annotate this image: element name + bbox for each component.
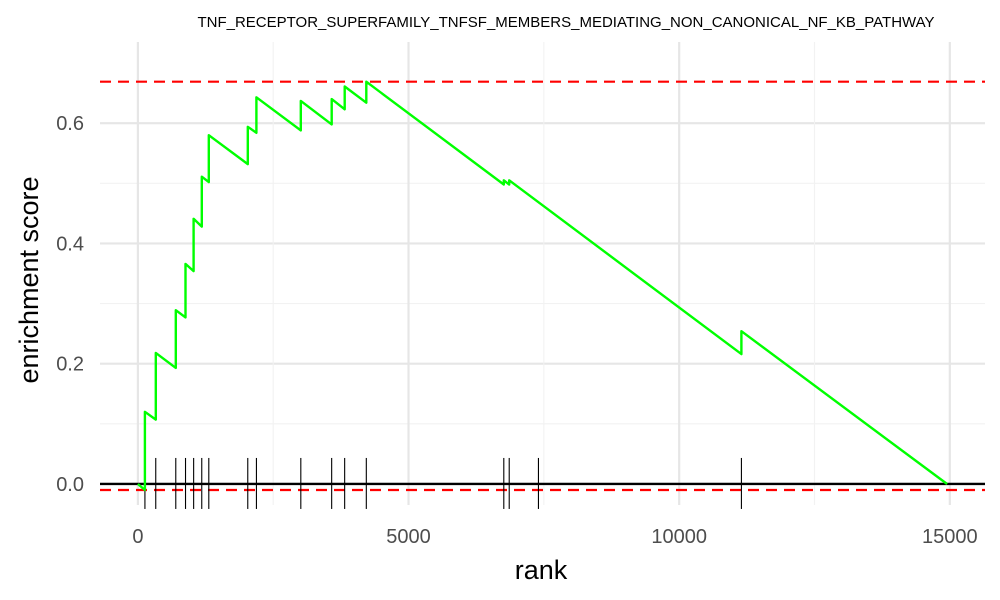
x-tick-label: 15000 xyxy=(922,526,978,548)
grid xyxy=(100,42,985,505)
y-tick-label: 0.6 xyxy=(56,113,84,135)
x-tick-label: 5000 xyxy=(386,526,431,548)
chart-title: TNF_RECEPTOR_SUPERFAMILY_TNFSF_MEMBERS_M… xyxy=(197,14,934,31)
enrichment-score-line xyxy=(137,80,948,492)
y-axis: 0.0 0.2 0.4 0.6 xyxy=(56,113,84,496)
x-axis: 0 5000 10000 15000 xyxy=(132,526,977,548)
x-tick-label: 0 xyxy=(132,526,143,548)
reference-lines xyxy=(100,80,985,492)
y-axis-title: enrichment score xyxy=(14,176,44,383)
x-axis-title: rank xyxy=(515,555,568,585)
y-tick-label: 0.0 xyxy=(56,474,84,496)
series-layer xyxy=(137,80,948,492)
x-tick-label: 10000 xyxy=(651,526,707,548)
y-tick-label: 0.4 xyxy=(56,233,84,255)
y-tick-label: 0.2 xyxy=(56,354,84,376)
